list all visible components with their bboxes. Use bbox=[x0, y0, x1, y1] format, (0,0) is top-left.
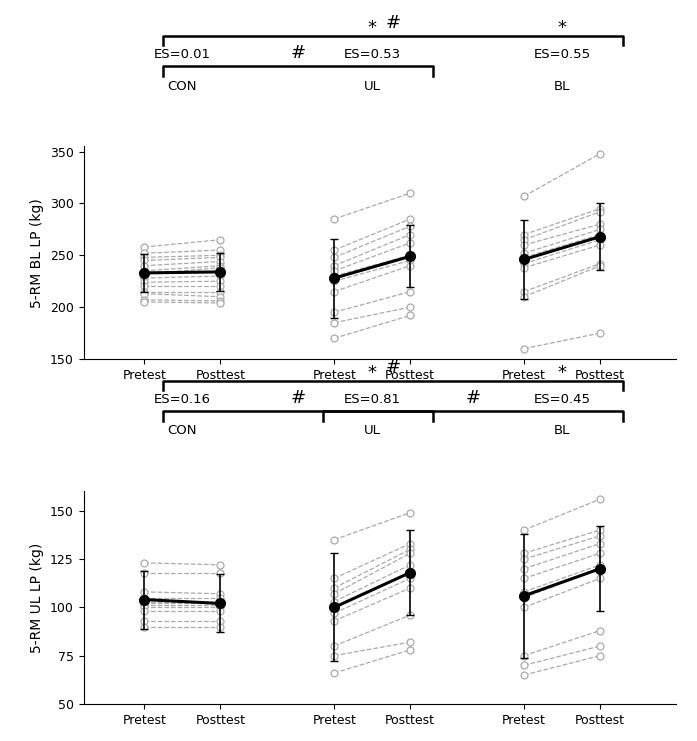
Text: CON: CON bbox=[168, 79, 197, 93]
Text: CON: CON bbox=[168, 425, 197, 437]
Text: #: # bbox=[385, 359, 401, 376]
Text: UL: UL bbox=[364, 425, 381, 437]
Text: #: # bbox=[466, 388, 480, 407]
Text: ES=0.81: ES=0.81 bbox=[344, 393, 401, 406]
Text: #: # bbox=[291, 388, 306, 407]
Text: BL: BL bbox=[554, 425, 570, 437]
Text: #: # bbox=[291, 44, 306, 62]
Y-axis label: 5-RM UL LP (kg): 5-RM UL LP (kg) bbox=[31, 542, 45, 653]
Text: UL: UL bbox=[364, 79, 381, 93]
Text: ES=0.01: ES=0.01 bbox=[154, 48, 211, 62]
Text: ES=0.16: ES=0.16 bbox=[154, 393, 211, 406]
Text: ES=0.55: ES=0.55 bbox=[534, 48, 591, 62]
Text: BL: BL bbox=[554, 79, 570, 93]
Text: #: # bbox=[385, 13, 401, 32]
Text: ES=0.45: ES=0.45 bbox=[534, 393, 590, 406]
Text: *: * bbox=[558, 19, 567, 37]
Text: *: * bbox=[368, 19, 377, 37]
Text: ES=0.53: ES=0.53 bbox=[344, 48, 401, 62]
Text: *: * bbox=[368, 364, 377, 382]
Y-axis label: 5-RM BL LP (kg): 5-RM BL LP (kg) bbox=[31, 198, 45, 308]
Text: *: * bbox=[558, 364, 567, 382]
